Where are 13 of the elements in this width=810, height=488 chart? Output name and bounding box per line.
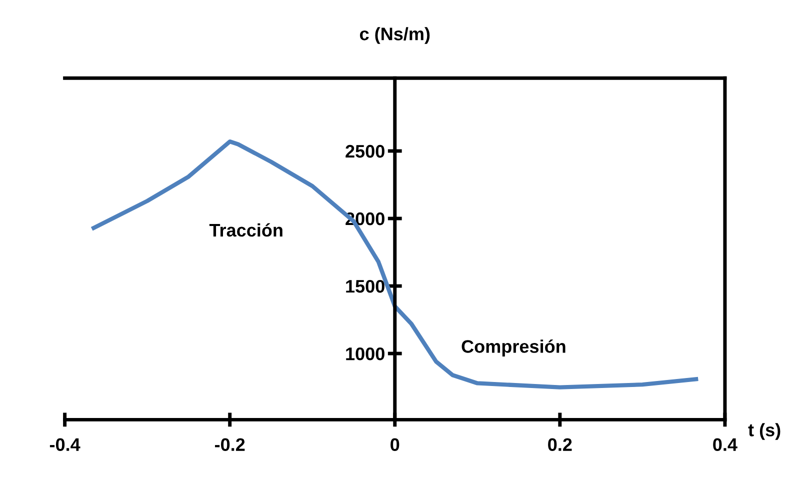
annotation: Tracción: [209, 223, 282, 237]
line-series: [92, 139, 698, 390]
x-tick-label: 0.4: [713, 438, 738, 451]
x-tick-label: 0.2: [548, 438, 572, 451]
x-tick-label: -0.2: [214, 438, 245, 451]
y-axis-title: c (Ns/m): [360, 27, 430, 44]
x-tick-label: 0: [390, 438, 400, 451]
y-tick-label: 1500: [346, 280, 384, 293]
annotation: Compresión: [462, 339, 566, 356]
x-tick-label: -0.4: [50, 438, 80, 451]
y-tick-label: 2500: [346, 144, 384, 158]
y-tick-label: 1000: [346, 347, 384, 360]
x-axis-title: t (s): [748, 423, 780, 440]
